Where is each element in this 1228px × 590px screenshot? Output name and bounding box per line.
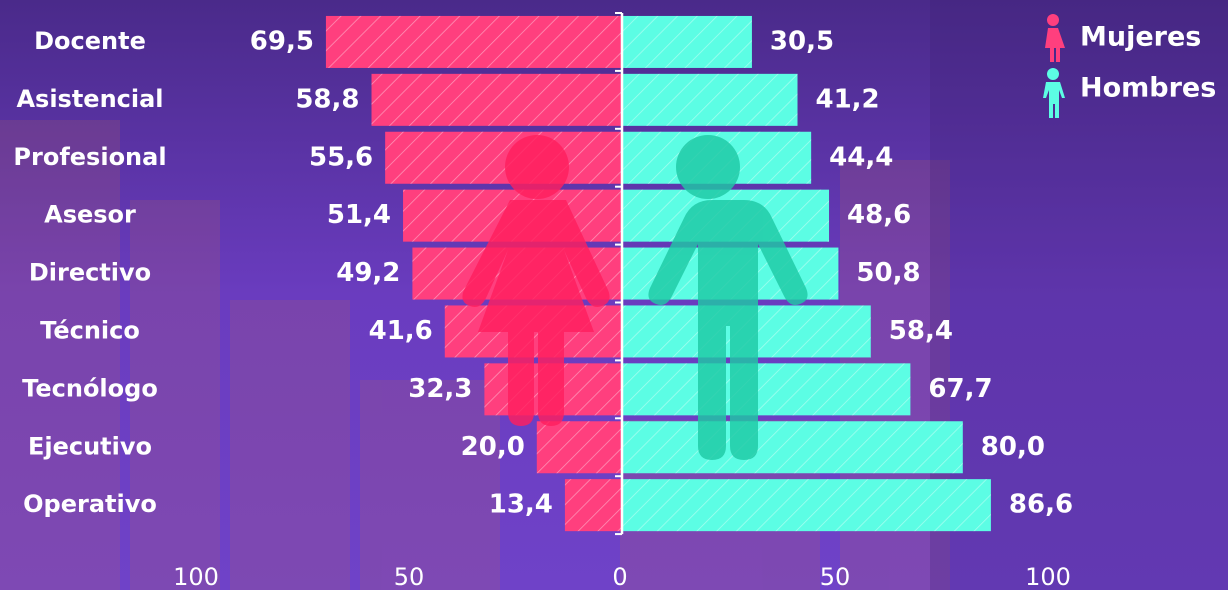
category-label: Directivo <box>29 259 151 287</box>
category-label: Asistencial <box>16 85 163 113</box>
value-label: 32,3 <box>408 374 472 404</box>
value-label: 55,6 <box>309 142 373 172</box>
value-label: 86,6 <box>1009 490 1073 520</box>
legend-label: Mujeres <box>1080 22 1201 53</box>
value-label: 20,0 <box>461 432 525 462</box>
value-label: 48,6 <box>847 200 911 230</box>
bar-hatch <box>622 479 991 531</box>
bar-hatch <box>537 421 622 473</box>
bar-hatch <box>326 16 622 68</box>
bar-hatch <box>622 16 752 68</box>
value-label: 67,7 <box>928 374 992 404</box>
category-label: Asesor <box>44 201 136 229</box>
category-label: Ejecutivo <box>28 432 152 460</box>
value-label: 80,0 <box>981 432 1045 462</box>
bar-hatch <box>372 74 622 126</box>
category-label: Operativo <box>23 490 157 518</box>
bar-hatch <box>622 421 963 473</box>
value-label: 51,4 <box>327 200 391 230</box>
bar-hatch <box>622 363 910 415</box>
x-tick-label: 0 <box>612 563 627 590</box>
x-tick-label: 100 <box>173 563 219 590</box>
x-tick-label: 50 <box>394 563 425 590</box>
bar-hatch <box>385 132 622 184</box>
value-label: 44,4 <box>829 142 893 172</box>
value-label: 30,5 <box>770 26 834 56</box>
value-label: 50,8 <box>856 258 920 288</box>
bar-hatch <box>622 74 798 126</box>
chart: Docente Asistencial Profesional Asesor Direc… <box>0 0 1228 590</box>
category-label: Profesional <box>13 143 166 171</box>
value-label: 58,4 <box>889 316 953 346</box>
value-label: 69,5 <box>250 26 314 56</box>
bar-hatch <box>565 479 622 531</box>
value-label: 41,6 <box>369 316 433 346</box>
x-tick-label: 100 <box>1025 563 1071 590</box>
value-label: 49,2 <box>336 258 400 288</box>
value-label: 58,8 <box>295 84 359 114</box>
value-label: 13,4 <box>489 490 553 520</box>
legend-label: Hombres <box>1080 73 1216 104</box>
value-label: 41,2 <box>816 84 880 114</box>
x-tick-label: 50 <box>820 563 851 590</box>
category-label: Docente <box>34 27 146 55</box>
category-label: Técnico <box>40 316 140 344</box>
category-label: Tecnólogo <box>22 374 158 402</box>
